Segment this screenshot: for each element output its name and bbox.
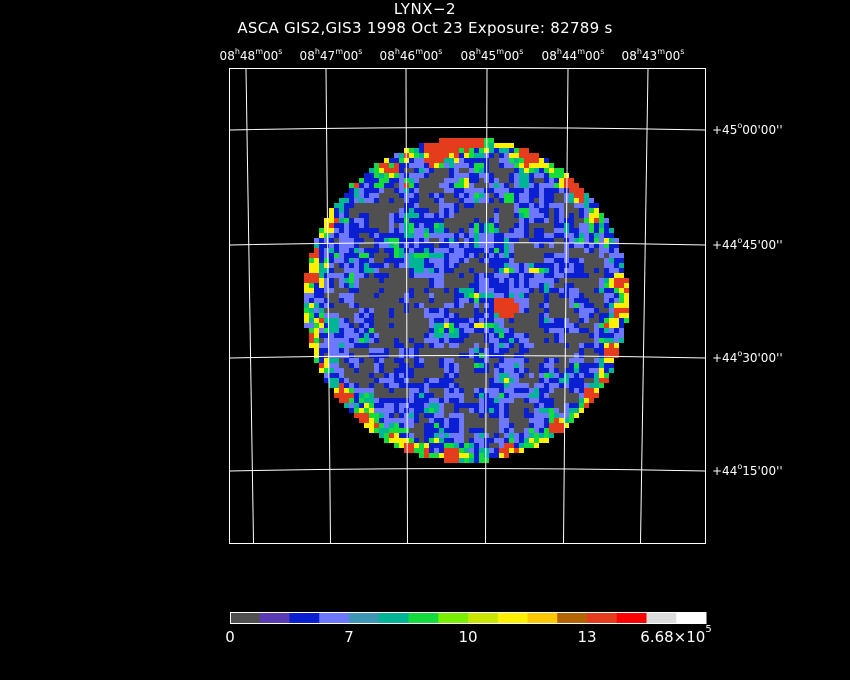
ra-tick-label: 08h43m00s xyxy=(622,49,685,63)
dec-tick-label: +45o00'00'' xyxy=(712,123,783,137)
colorbar-swatch xyxy=(647,612,677,624)
dec-tick-label: +44o30'00'' xyxy=(712,351,783,365)
colorbar-swatch xyxy=(557,612,587,624)
colorbar-swatch xyxy=(468,612,498,624)
colorbar-swatch xyxy=(528,612,558,624)
image-subtitle: ASCA GIS2,GIS3 1998 Oct 23 Exposure: 827… xyxy=(0,19,850,37)
ra-tick-label: 08h44m00s xyxy=(542,49,605,63)
ra-tick-label: 08h46m00s xyxy=(380,49,443,63)
colorbar-swatch xyxy=(587,612,617,624)
dec-grid-line xyxy=(230,469,705,472)
colorbar-swatch xyxy=(319,612,349,624)
dec-tick-label: +44o15'00'' xyxy=(712,464,783,478)
colorbar-tick-label: 10 xyxy=(458,628,477,646)
image-title: LYNX−2 xyxy=(0,0,850,18)
colorbar-swatch xyxy=(617,612,647,624)
ra-tick-label: 08h45m00s xyxy=(461,49,524,63)
ra-tick-label: 08h48m00s xyxy=(220,49,283,63)
colorbar-swatch xyxy=(676,612,706,624)
ra-grid-line xyxy=(246,69,254,543)
colorbar-tick-label: 7 xyxy=(344,628,354,646)
ra-grid-line xyxy=(641,69,649,543)
colorbar-tick-label: 6.68×105 xyxy=(640,628,711,646)
dec-tick-label: +44o45'00'' xyxy=(712,238,783,252)
colorbar-swatch xyxy=(498,612,528,624)
dec-grid-line xyxy=(230,128,705,131)
colorbar-swatch xyxy=(290,612,320,624)
colorbar xyxy=(230,612,707,624)
detector-field-image xyxy=(304,138,629,463)
ra-tick-label: 08h47m00s xyxy=(300,49,363,63)
colorbar-swatch xyxy=(230,612,260,624)
colorbar-tick-label: 0 xyxy=(225,628,235,646)
colorbar-swatch xyxy=(260,612,290,624)
colorbar-tick-label: 13 xyxy=(577,628,596,646)
colorbar-swatch xyxy=(438,612,468,624)
colorbar-swatch xyxy=(349,612,379,624)
colorbar-swatch xyxy=(409,612,439,624)
colorbar-swatch xyxy=(379,612,409,624)
